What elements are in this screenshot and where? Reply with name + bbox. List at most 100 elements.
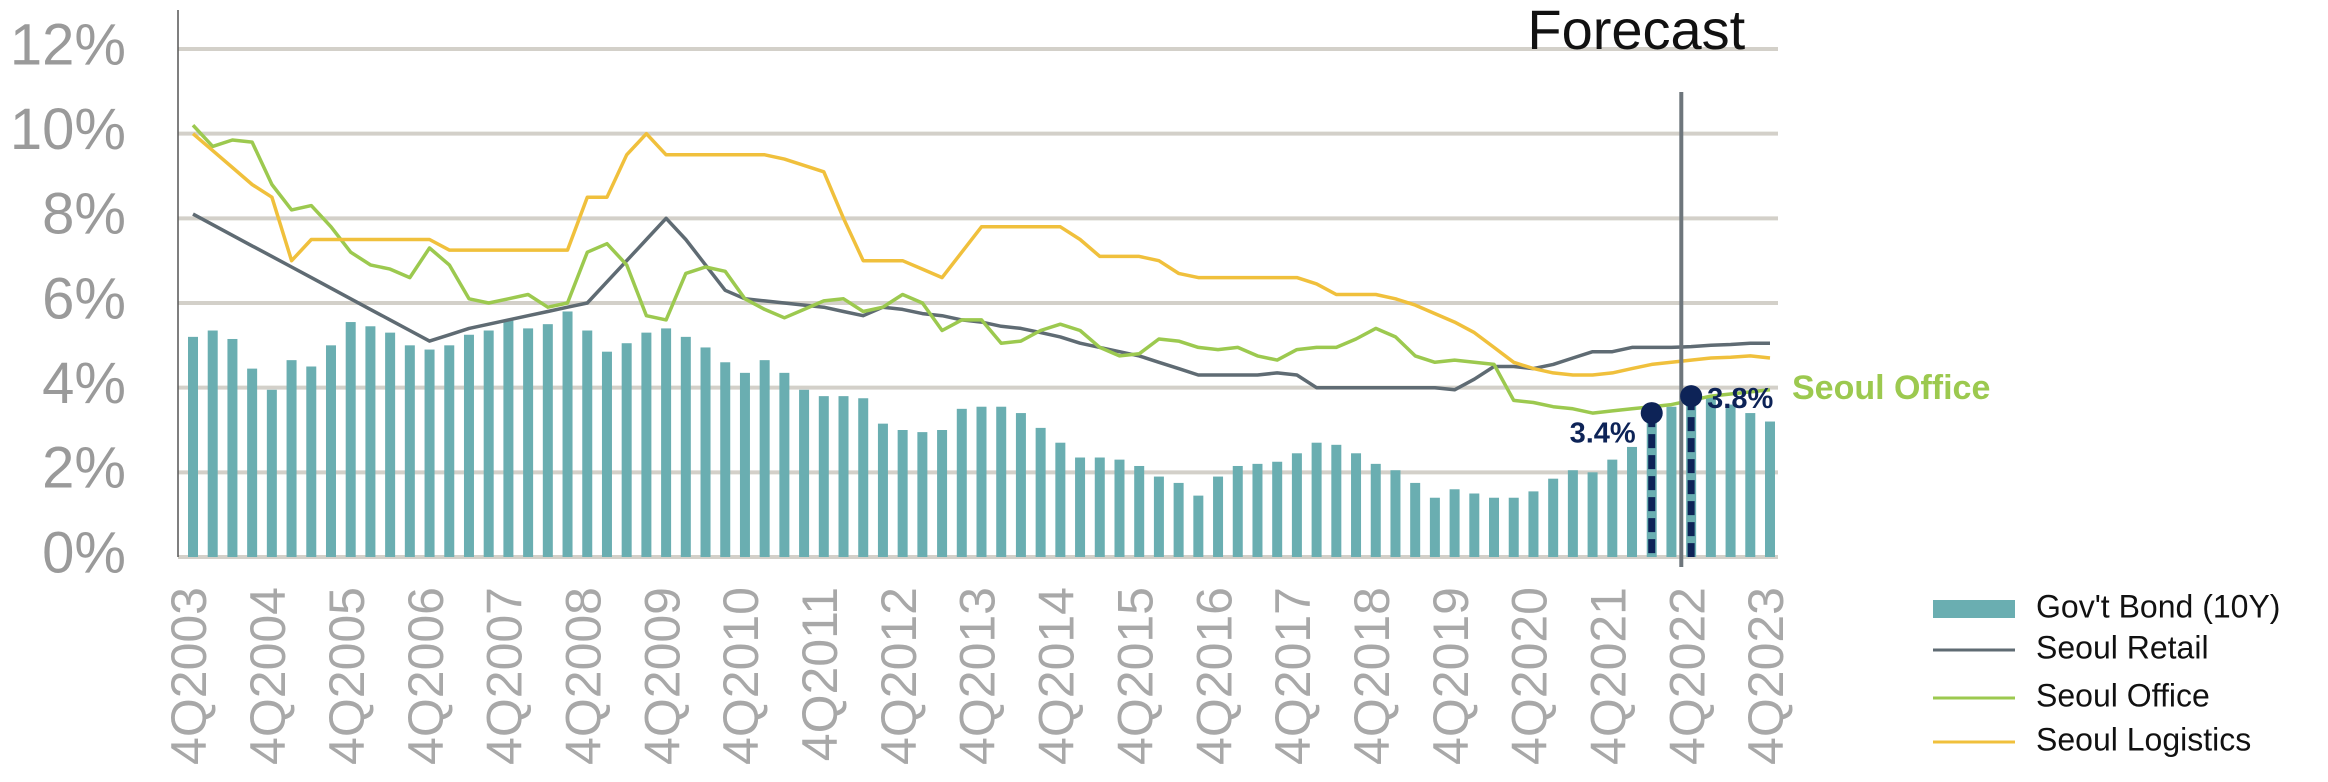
bar	[483, 330, 494, 557]
pin-label: 3.8%	[1707, 383, 1773, 415]
x-tick-label: 4Q2003	[161, 587, 217, 765]
bar	[247, 368, 258, 557]
bar	[503, 319, 514, 557]
bar	[286, 360, 297, 557]
bar	[1666, 406, 1677, 557]
line	[191, 131, 1771, 377]
x-tick-label: 4Q2009	[634, 587, 690, 765]
legend-label: Seoul Logistics	[2036, 721, 2251, 757]
y-tick-label: 2%	[42, 436, 126, 501]
bar	[1094, 457, 1105, 557]
bar	[1370, 463, 1381, 557]
bar	[1173, 482, 1184, 557]
bar	[720, 362, 731, 557]
bar	[1508, 497, 1519, 557]
bar	[858, 398, 869, 557]
bar	[1725, 404, 1736, 557]
bar	[562, 311, 573, 557]
bar	[1213, 476, 1224, 557]
series-end-label: Seoul Office	[1792, 369, 1990, 407]
bar	[1252, 463, 1263, 557]
x-tick-label: 4Q2018	[1344, 587, 1400, 765]
bar	[1686, 396, 1697, 557]
bar	[345, 322, 356, 557]
bar	[897, 430, 908, 557]
bar	[739, 372, 750, 557]
x-tick-label: 4Q2013	[950, 587, 1006, 765]
y-tick-label: 10%	[10, 97, 126, 162]
bar	[1055, 442, 1066, 557]
x-tick-label: 4Q2004	[240, 587, 296, 765]
bar	[1390, 470, 1401, 557]
bar	[325, 345, 336, 557]
pin-head	[1640, 402, 1663, 425]
bar	[1114, 459, 1125, 557]
bar	[523, 328, 534, 557]
bar	[424, 349, 435, 557]
bar	[779, 372, 790, 557]
bar	[1311, 442, 1322, 557]
bar	[542, 324, 553, 557]
bar	[799, 389, 810, 557]
bar	[621, 343, 632, 557]
legend-label: Gov't Bond (10Y)	[2036, 588, 2280, 624]
bar	[227, 338, 238, 557]
x-tick-label: 4Q2017	[1265, 587, 1321, 765]
bar	[1035, 427, 1046, 557]
bar	[463, 334, 474, 557]
y-tick-label: 12%	[10, 12, 126, 77]
bar	[266, 389, 277, 557]
bar	[1607, 459, 1618, 557]
bar	[641, 332, 652, 557]
forecast-label: Forecast	[1527, 0, 1745, 61]
x-tick-label: 4Q2005	[319, 587, 375, 765]
bar	[1528, 491, 1539, 557]
line	[191, 124, 1771, 415]
bar	[680, 336, 691, 557]
bar	[1075, 457, 1086, 557]
bar	[1765, 421, 1775, 557]
bar	[1705, 396, 1716, 557]
x-tick-label: 4Q2021	[1581, 587, 1637, 765]
pin-label: 3.4%	[1570, 418, 1636, 450]
x-tick-label: 4Q2014	[1029, 587, 1085, 765]
y-tick-label: 6%	[42, 266, 126, 331]
bar	[582, 330, 593, 557]
bar	[1153, 476, 1164, 557]
x-tick-label: 4Q2010	[713, 587, 769, 765]
bar	[818, 396, 829, 557]
bar	[877, 423, 888, 557]
bar	[1015, 413, 1026, 557]
bar	[759, 360, 770, 557]
x-tick-label: 4Q2012	[871, 587, 927, 765]
bar	[1291, 453, 1302, 557]
bar	[661, 328, 672, 557]
bar	[1429, 497, 1440, 557]
x-tick-label: 4Q2011	[792, 587, 848, 761]
bar	[976, 406, 987, 557]
x-tick-label: 4Q2007	[477, 587, 533, 765]
bar	[188, 336, 198, 557]
legend-label: Seoul Office	[2036, 677, 2210, 713]
bar	[444, 345, 455, 557]
y-tick-label: 0%	[42, 520, 126, 585]
x-tick-label: 4Q2019	[1423, 587, 1479, 765]
bar	[1134, 465, 1145, 557]
x-tick-label: 4Q2015	[1107, 587, 1163, 765]
x-tick-label: 4Q2016	[1186, 587, 1242, 765]
bar	[956, 408, 967, 557]
bar	[306, 366, 317, 557]
pin-head	[1680, 385, 1703, 408]
bar	[1587, 472, 1598, 557]
bar	[1627, 446, 1638, 557]
bar	[838, 396, 849, 557]
bar	[1449, 489, 1460, 557]
x-tick-label: 4Q2023	[1738, 587, 1794, 765]
bar	[365, 326, 376, 557]
bar	[601, 351, 612, 557]
bar	[1272, 461, 1283, 557]
legend-label: Seoul Retail	[2036, 629, 2209, 665]
bar	[996, 406, 1007, 557]
